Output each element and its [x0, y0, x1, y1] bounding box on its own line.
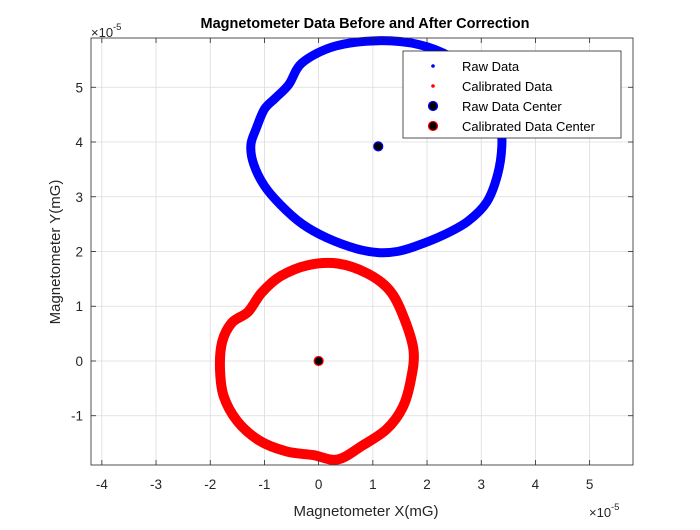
calibrated-data-point [410, 347, 416, 353]
legend-label-raw-data: Raw Data [462, 59, 520, 74]
x-tick-label: -3 [150, 477, 162, 492]
chart-title: Magnetometer Data Before and After Corre… [201, 16, 530, 32]
x-tick-label: 3 [477, 477, 485, 492]
legend-entry-raw-data-center: Raw Data Center [427, 99, 562, 114]
raw-data-point [465, 218, 471, 224]
raw-data-point [299, 60, 305, 66]
legend: Raw Data Calibrated Data Raw Data Center… [402, 50, 622, 139]
y-tick-label: 5 [75, 80, 83, 95]
x-tick-label: -1 [258, 477, 270, 492]
calibrated-data-point [408, 377, 414, 383]
x-tick-label: 2 [423, 477, 431, 492]
legend-label-calibrated-data: Calibrated Data [462, 79, 553, 94]
raw-data-point [278, 202, 284, 208]
raw-data-point [413, 243, 419, 249]
calibrated-data-point [219, 339, 225, 345]
y-exponent-base: ×10 [91, 25, 113, 40]
x-axis-exponent: ×10 -5 [589, 502, 619, 520]
y-tick-label: 2 [75, 245, 83, 260]
calibrated-data-point [359, 443, 365, 449]
legend-marker-raw-data-center [427, 100, 439, 112]
calibrated-data-point [217, 366, 223, 372]
legend-entry-raw-data: Raw Data [431, 59, 520, 74]
calibrated-data-point [310, 452, 316, 458]
raw-data-point [261, 183, 267, 189]
raw-data-point [495, 172, 500, 178]
x-tick-label: 0 [315, 477, 323, 492]
raw-data-point [248, 142, 254, 148]
legend-marker-calibrated-data-center [427, 120, 439, 132]
legend-entry-calibrated-data-center: Calibrated Data Center [427, 119, 596, 134]
legend-label-calibrated-data-center: Calibrated Data Center [462, 119, 596, 134]
raw-data-center-marker [373, 141, 384, 152]
legend-marker-raw-data [431, 64, 435, 68]
y-tick-label: 1 [75, 299, 83, 314]
center-markers [313, 141, 384, 367]
x-tick-label: 5 [586, 477, 594, 492]
raw-data-point [332, 43, 338, 49]
y-exponent-power: -5 [113, 22, 121, 33]
calibrated-data-point [383, 426, 389, 432]
calibrated-data-point [364, 270, 370, 276]
y-tick-label: 0 [75, 354, 83, 369]
calibrated-data-point [278, 273, 284, 279]
calibrated-data-point [234, 418, 240, 424]
x-axis-label: Magnetometer X(mG) [293, 503, 438, 520]
raw-data-point [354, 246, 360, 252]
raw-data-point [286, 82, 292, 88]
calibrated-data-point [400, 405, 406, 411]
raw-data-point [324, 235, 330, 241]
raw-data-point [484, 199, 490, 205]
calibrated-data-point [256, 437, 262, 443]
y-tick-label: -1 [71, 409, 83, 424]
raw-data-point [375, 250, 381, 256]
calibrated-data-point [229, 320, 235, 326]
legend-label-raw-data-center: Raw Data Center [462, 99, 562, 114]
x-tick-label: 1 [369, 477, 377, 492]
raw-data-point [416, 42, 422, 48]
calibrated-data-point [335, 261, 341, 267]
calibrated-data-point [283, 448, 289, 454]
x-exponent-power: -5 [611, 502, 619, 513]
x-tick-label: -2 [204, 477, 216, 492]
calibrated-data-center-marker [313, 355, 324, 367]
y-tick-label: 4 [75, 135, 83, 150]
raw-data-point [299, 221, 305, 227]
raw-data-point [499, 143, 505, 149]
raw-data-point [272, 95, 278, 101]
calibrated-data-point [335, 457, 341, 463]
legend-marker-calibrated-data [431, 84, 435, 88]
raw-data-point [394, 249, 400, 254]
raw-data-point [375, 38, 381, 44]
x-tick-label: 4 [532, 477, 540, 492]
raw-data-point [251, 161, 257, 167]
raw-data-point [261, 106, 267, 112]
raw-data-point [440, 232, 446, 238]
raw-data-point [253, 125, 259, 131]
legend-box [402, 50, 622, 139]
calibrated-data-point [259, 290, 265, 296]
calibrated-data-point [221, 394, 227, 400]
raw-data-ring [246, 36, 507, 258]
data-points [217, 38, 505, 463]
calibrated-data-point [386, 287, 392, 293]
y-tick-label: 3 [75, 190, 83, 205]
axis-ticks: -4 -3 -2 -1 0 1 2 3 4 5 -1 0 1 2 3 4 5 [71, 38, 633, 492]
calibrated-data-point [400, 311, 406, 317]
y-axis-exponent: ×10 -5 [91, 22, 121, 40]
calibrated-data-point [305, 262, 311, 268]
x-tick-label: -4 [96, 477, 108, 492]
calibrated-data-point [245, 309, 251, 315]
y-axis-label: Magnetometer Y(mG) [47, 180, 64, 325]
legend-entry-calibrated-data: Calibrated Data [431, 79, 553, 94]
x-exponent-base: ×10 [589, 505, 611, 520]
